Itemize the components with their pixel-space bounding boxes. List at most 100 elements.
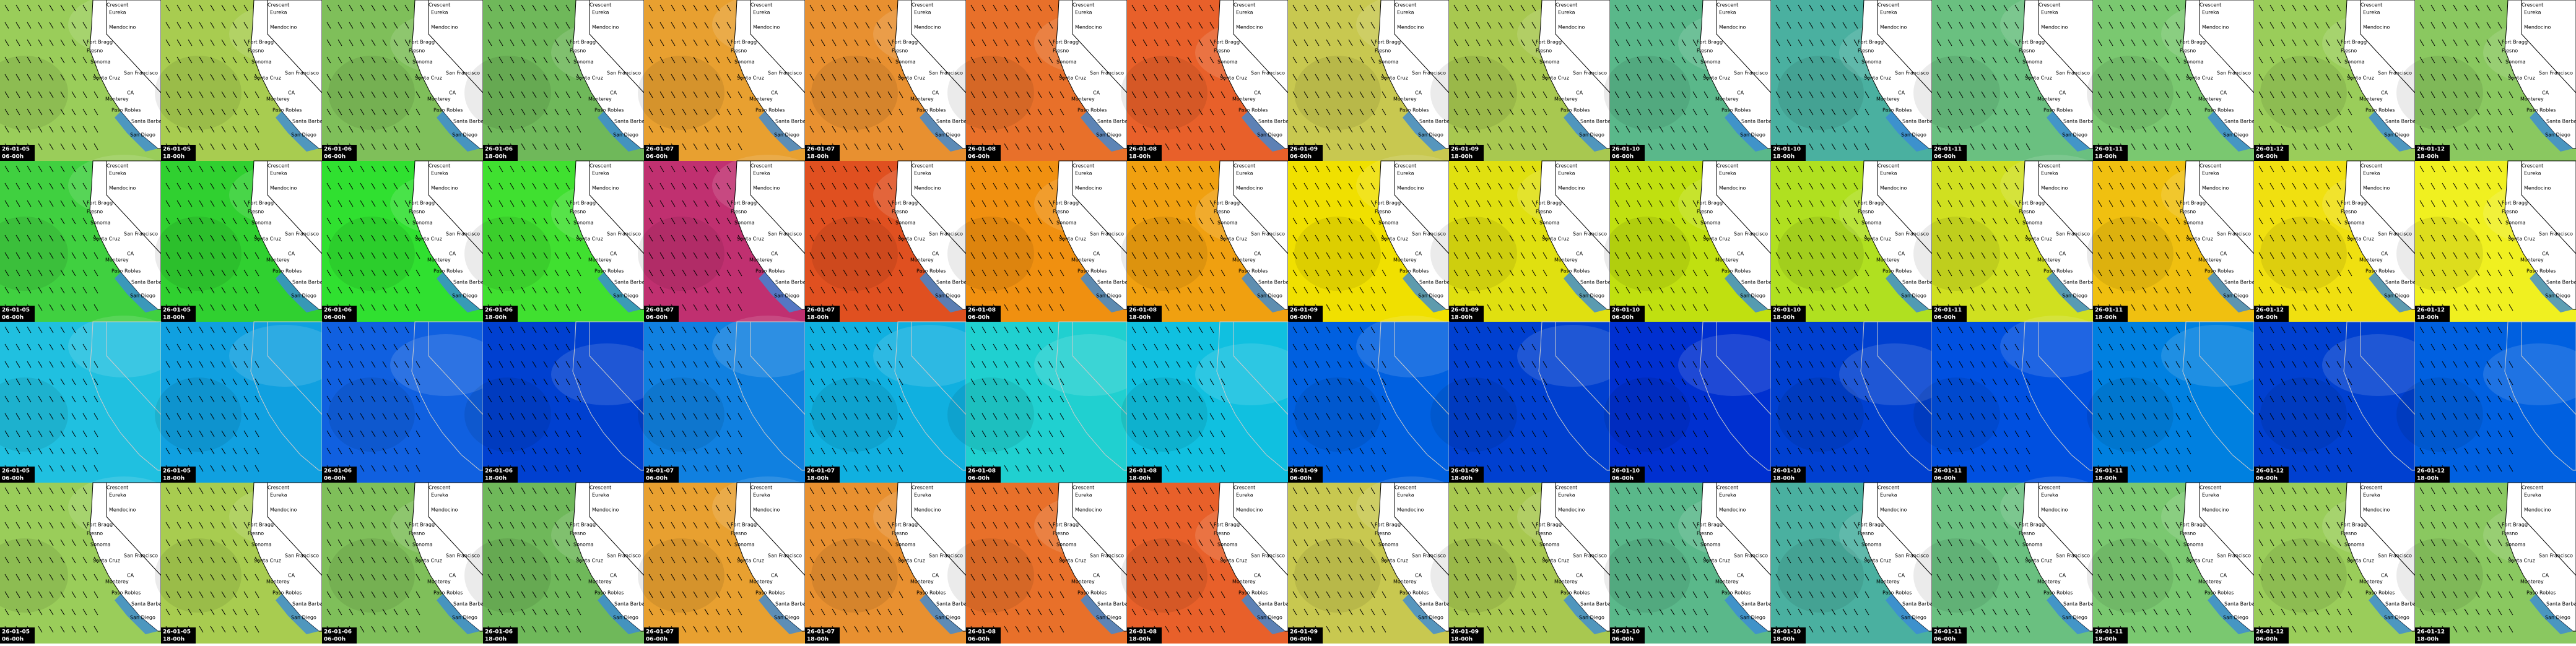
date-label: 26-01-05 [2, 147, 30, 153]
wind-arrow [671, 91, 676, 98]
wind-arrow [1453, 4, 1458, 12]
date-box [966, 145, 1001, 161]
map-label: Sonoma [895, 59, 916, 65]
map-label: San Francisco [607, 71, 641, 76]
wind-arrow [60, 143, 65, 150]
map-label: Paso Robles [916, 108, 946, 113]
wind-arrow [1176, 143, 1181, 150]
wind-arrow [371, 56, 376, 64]
map-label: Fresno [2180, 48, 2196, 54]
wind-arrow [1326, 39, 1331, 46]
wind-arrow [820, 39, 825, 46]
wind-arrow [393, 143, 398, 150]
wind-arrow [1348, 22, 1353, 29]
map-label: Crescent [912, 163, 933, 169]
wind-arrow [1370, 91, 1375, 98]
map-label: CA [1093, 90, 1100, 96]
wind-arrow [199, 39, 204, 46]
wind-arrow [49, 22, 54, 29]
wind-arrow [27, 108, 32, 116]
wind-arrow [887, 126, 892, 133]
map-label: Fort Bragg [2019, 200, 2045, 206]
wind-arrow [1382, 91, 1386, 98]
date-label: 26-01-09 [1290, 468, 1318, 475]
map-label: Paso Robles [1721, 269, 1751, 274]
map-label: Crescent [2361, 163, 2382, 169]
map-label: San Francisco [285, 71, 319, 76]
wind-arrow [49, 39, 54, 46]
wind-arrow [865, 39, 870, 46]
wind-arrow [49, 126, 54, 133]
wind-arrow [4, 126, 9, 133]
wind-arrow [255, 143, 259, 150]
wind-arrow [648, 22, 653, 29]
time-label: 06-00h [2256, 476, 2278, 482]
wind-arrow [693, 39, 698, 46]
map-label: Santa Cruz [93, 75, 120, 81]
wind-arrow [1015, 56, 1020, 64]
map-label: San Francisco [2056, 231, 2090, 237]
wind-arrow [360, 143, 365, 150]
map-label: Mendocino [1880, 25, 1907, 30]
wind-arrow [1326, 143, 1331, 150]
field-blob [2087, 56, 2174, 130]
wind-arrow [554, 126, 559, 133]
map-label: CA [771, 90, 778, 96]
wind-arrow [671, 74, 676, 81]
wind-arrow [532, 126, 537, 133]
map-label: Santa Cruz [1059, 75, 1086, 81]
wind-arrow [970, 56, 975, 64]
map-label: Monterey [105, 579, 129, 585]
wind-arrow [487, 74, 492, 81]
wind-arrow [404, 91, 409, 98]
map-label: San Francisco [124, 553, 158, 559]
wind-arrow [521, 91, 526, 98]
wind-arrow [899, 143, 903, 150]
field-blob [2260, 217, 2347, 291]
field-blob [2087, 377, 2174, 452]
wind-arrow [199, 143, 204, 150]
wind-arrow [188, 91, 193, 98]
wind-arrow [1176, 4, 1181, 12]
map-label: San Francisco [124, 71, 158, 76]
map-label: Crescent [268, 163, 289, 169]
wind-arrow [1131, 4, 1136, 12]
wind-arrow [221, 56, 226, 64]
wind-arrow [682, 39, 687, 46]
wind-arrow [94, 91, 98, 98]
date-label: 26-01-06 [485, 468, 513, 475]
map-label: Fresno [409, 209, 425, 215]
wind-arrow [1453, 91, 1458, 98]
wind-arrow [60, 22, 65, 29]
wind-arrow [510, 126, 515, 133]
map-label: Santa Cruz [2025, 236, 2052, 242]
wind-arrow [4, 91, 9, 98]
map-label: Paso Robles [2043, 269, 2073, 274]
map-label: Santa Cruz [93, 236, 120, 242]
wind-arrow [1198, 56, 1203, 64]
map-label: Santa Barbara [2546, 280, 2576, 285]
wind-arrow [1037, 4, 1042, 12]
wind-arrow [1026, 91, 1031, 98]
map-label: CA [2381, 251, 2388, 257]
date-label: 26-01-12 [2256, 147, 2284, 153]
field-blob [2396, 56, 2483, 130]
wind-arrow [1487, 74, 1492, 81]
wind-arrow [704, 126, 709, 133]
time-label: 18-00h [2417, 315, 2439, 321]
map-label: Monterey [1715, 97, 1739, 102]
wind-arrow [809, 74, 814, 81]
map-label: Fresno [1214, 48, 1230, 54]
wind-arrow [1359, 143, 1364, 150]
map-label: Sonoma [895, 220, 916, 226]
map-label: CA [2542, 251, 2549, 257]
wind-arrow [726, 108, 731, 116]
wind-arrow [404, 39, 409, 46]
field-blob [155, 538, 242, 613]
field-blob [1121, 217, 1208, 291]
map-label: Paso Robles [1721, 108, 1751, 113]
wind-arrow [704, 108, 709, 116]
wind-arrow [1337, 143, 1342, 150]
wind-arrow [1315, 4, 1320, 12]
